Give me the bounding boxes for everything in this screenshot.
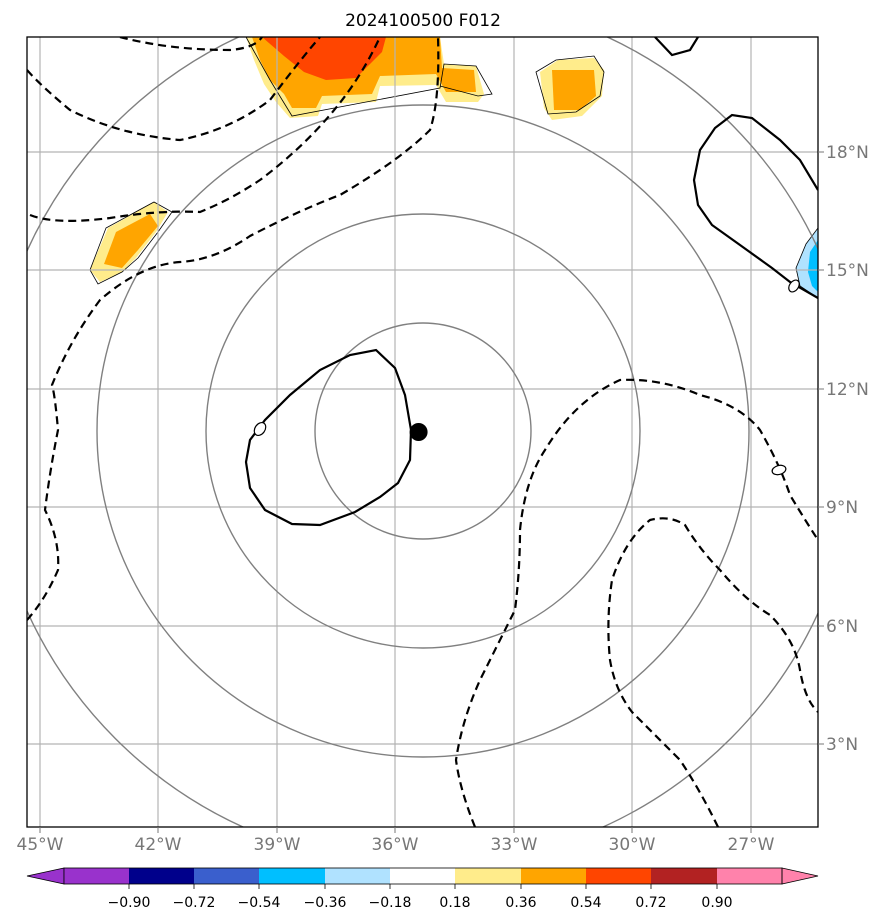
colorbar-level-label: −0.72	[173, 895, 216, 911]
lon-label: 42°W	[135, 835, 182, 855]
storm-center-marker	[409, 423, 428, 441]
colorbar-extend-high	[781, 867, 819, 885]
colorbar-swatch	[259, 868, 325, 884]
lon-label: 33°W	[491, 835, 538, 855]
contour-label-east	[771, 464, 787, 476]
map-area	[27, 37, 818, 827]
positive-field-north	[245, 37, 493, 118]
negative-field-east	[795, 227, 818, 299]
lon-label: 30°W	[609, 835, 656, 855]
colorbar-swatch	[521, 868, 586, 884]
dashed-contour-top-left	[119, 37, 263, 52]
lat-gridlines	[27, 151, 818, 745]
solid-contour-northeast	[692, 113, 818, 299]
contour-labels	[253, 279, 800, 476]
lat-label: 15°N	[826, 261, 869, 281]
lon-label: 27°W	[728, 835, 775, 855]
dashed-contour-southeast	[607, 517, 818, 827]
colorbar-frame	[63, 867, 783, 885]
range-ring-1	[314, 322, 532, 540]
colorbar-level-label: 0.54	[570, 895, 601, 911]
colorbar-level-label: 0.36	[505, 895, 536, 911]
colorbar-level-label: −0.90	[108, 895, 151, 911]
lat-label: 6°N	[826, 617, 858, 637]
colorbar-swatch	[455, 868, 521, 884]
lon-label: 39°W	[254, 835, 301, 855]
chart-title: 2024100500 F012	[345, 11, 501, 31]
solid-contour-center	[244, 348, 413, 527]
axis-ticks	[39, 151, 824, 833]
colorbar-extend-low	[26, 867, 65, 885]
colorbar-swatch	[651, 868, 717, 884]
colorbar-swatch	[64, 868, 129, 884]
lon-label: 36°W	[372, 835, 419, 855]
positive-field-west	[89, 201, 173, 285]
lat-label: 9°N	[826, 498, 858, 518]
dashed-contour-south	[454, 378, 818, 827]
solid-contours	[244, 37, 818, 527]
colorbar-swatch	[194, 868, 259, 884]
lon-label: 45°W	[17, 835, 64, 855]
colorbar-swatch	[325, 868, 390, 884]
colorbar: −0.90 −0.72 −0.54 −0.36 −0.18 0.18 0.36 …	[26, 867, 819, 911]
range-rings	[27, 37, 818, 827]
dashed-contours	[27, 37, 818, 827]
colorbar-level-label: 0.90	[701, 895, 732, 911]
lon-tick-labels: 45°W 42°W 39°W 36°W 33°W 30°W 27°W	[17, 835, 775, 855]
lat-label: 3°N	[826, 735, 858, 755]
colorbar-level-label: −0.36	[304, 895, 347, 911]
range-ring-2	[205, 213, 641, 649]
contour-label-west	[253, 421, 267, 437]
dashed-contour-mid	[27, 37, 440, 621]
colorbar-swatch	[717, 868, 782, 884]
colorbar-swatch	[129, 868, 194, 884]
colorbar-level-label: −0.54	[238, 895, 281, 911]
contour-label-northeast	[788, 279, 800, 293]
lat-tick-labels: 3°N 6°N 9°N 12°N 15°N 18°N	[826, 143, 869, 755]
lat-label: 18°N	[826, 143, 869, 163]
colorbar-level-label: 0.18	[439, 895, 470, 911]
colorbar-swatch	[586, 868, 651, 884]
colorbar-level-label: −0.18	[369, 895, 412, 911]
colorbar-level-label: 0.72	[635, 895, 666, 911]
dashed-contour-inner-nw	[29, 37, 381, 222]
colorbar-swatch	[390, 868, 455, 884]
solid-contour-top-right	[654, 37, 699, 57]
lon-gridlines	[39, 37, 752, 827]
range-ring-3	[96, 104, 750, 758]
positive-field-northeast	[535, 55, 605, 120]
dashed-contour-nw	[27, 37, 321, 142]
lat-label: 12°N	[826, 380, 869, 400]
map-frame	[26, 36, 819, 828]
